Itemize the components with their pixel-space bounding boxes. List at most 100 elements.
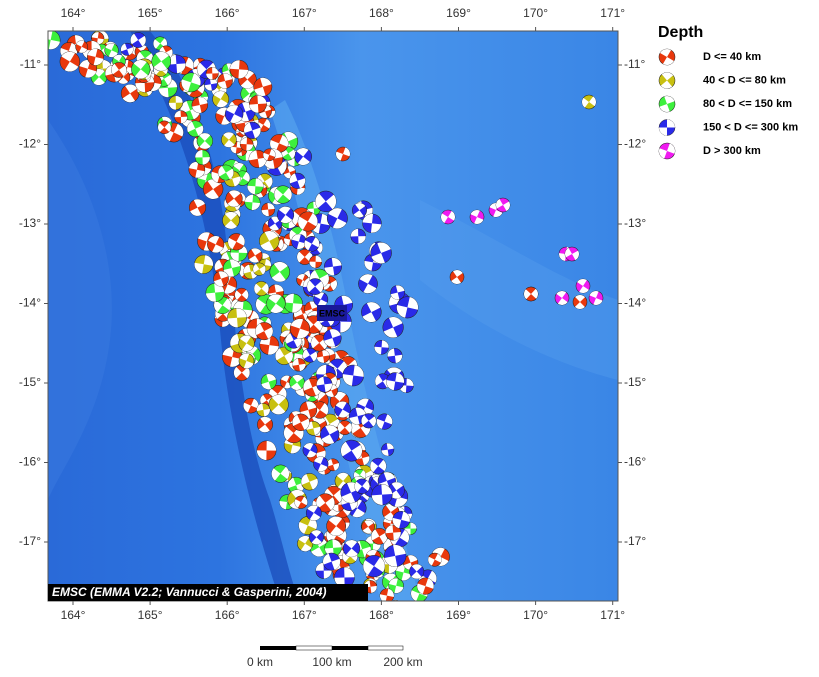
ball-quadrant [304, 301, 320, 317]
scale-bar [260, 645, 404, 651]
beachball [266, 293, 286, 314]
beachball [409, 564, 425, 580]
beachball [315, 493, 335, 513]
beachball [362, 213, 382, 234]
beachball [358, 273, 378, 294]
ball-quadrant [371, 242, 391, 264]
ball-quadrant [659, 143, 675, 159]
beachball [323, 328, 342, 348]
beachball [335, 146, 351, 162]
ball-quadrant [349, 407, 366, 425]
ball-quadrant [328, 208, 347, 229]
ball-quadrant [310, 213, 331, 234]
ball-quadrant [574, 295, 586, 309]
ball-quadrant [357, 398, 373, 416]
lon-label: 167° [292, 608, 317, 622]
ball-quadrant [389, 482, 404, 499]
lat-label: -17° [19, 534, 41, 548]
ball-quadrant [316, 350, 330, 363]
ball-quadrant [417, 578, 434, 594]
beachball [416, 577, 435, 595]
ball-quadrant [226, 105, 243, 123]
ball-quadrant [303, 443, 317, 458]
ball-quadrant [362, 302, 381, 323]
ball-quadrant [328, 516, 344, 536]
ball-quadrant [271, 466, 290, 481]
ball-quadrant [524, 288, 538, 300]
beachball [289, 172, 306, 189]
ball-quadrant [195, 149, 210, 165]
ball-quadrant [324, 539, 342, 557]
ball-quadrant [303, 378, 322, 396]
ball-quadrant [244, 122, 261, 139]
lon-label: 170° [523, 608, 548, 622]
ball-quadrant [325, 384, 338, 397]
beachball [48, 31, 61, 50]
lat-label: -16° [624, 455, 646, 469]
ball-quadrant [290, 374, 304, 390]
ball-quadrant [395, 564, 412, 581]
beachball [371, 528, 388, 545]
ball-quadrant [192, 97, 208, 113]
ball-quadrant [302, 349, 318, 362]
beachball [320, 424, 340, 445]
lat-label: -12° [624, 137, 646, 151]
beachball [247, 248, 263, 263]
ball-quadrant [381, 443, 394, 456]
ball-quadrant [314, 292, 328, 307]
ball-quadrant [153, 51, 169, 71]
beachball [382, 316, 404, 338]
beachball [564, 246, 580, 262]
ball-quadrant [294, 496, 308, 508]
ball-quadrant [259, 105, 272, 118]
ball-quadrant [362, 520, 374, 534]
beachball [350, 228, 366, 245]
beachball [316, 376, 333, 393]
marker-label: EMSC [319, 308, 346, 318]
lat-label: -11° [624, 57, 645, 71]
ball-quadrant [396, 296, 419, 318]
ball-quadrant [334, 567, 355, 588]
ball-quadrant [384, 544, 406, 567]
ball-quadrant [158, 78, 178, 98]
ball-quadrant [228, 234, 245, 250]
ball-quadrant [390, 529, 410, 546]
ball-quadrant [248, 248, 262, 263]
ball-quadrant [404, 522, 417, 535]
ball-quadrant [291, 234, 307, 249]
scale-label: 200 km [383, 655, 422, 669]
beachball [440, 209, 456, 225]
beachball [658, 142, 676, 160]
lon-label: 170° [523, 6, 548, 20]
beachball [299, 401, 318, 419]
beachball [268, 394, 289, 415]
ball-quadrant [111, 63, 127, 77]
ball-quadrant [324, 257, 342, 276]
beachball [224, 104, 244, 124]
ball-quadrant [577, 279, 589, 293]
beachball [194, 149, 211, 165]
beachball [269, 261, 290, 283]
beachball [361, 301, 382, 323]
beachball [196, 132, 214, 150]
ball-quadrant [300, 401, 317, 419]
beachball [324, 257, 342, 276]
lat-label: -14° [624, 296, 646, 310]
beachball [588, 290, 604, 306]
legend-label: 80 < D <= 150 km [703, 98, 792, 110]
beachball [252, 262, 266, 276]
ball-quadrant [489, 203, 503, 217]
ball-quadrant [190, 199, 205, 216]
beachball [340, 439, 363, 462]
beachball [130, 32, 147, 48]
ball-quadrant [263, 149, 276, 161]
ball-quadrant [296, 148, 310, 166]
beachball [334, 401, 351, 418]
ball-quadrant [233, 366, 250, 379]
lat-label: -15° [19, 375, 41, 389]
ball-quadrant [244, 194, 261, 211]
beachball [379, 588, 395, 601]
lon-label: 164° [61, 608, 86, 622]
beachball [575, 278, 591, 294]
ball-quadrant [380, 555, 398, 574]
